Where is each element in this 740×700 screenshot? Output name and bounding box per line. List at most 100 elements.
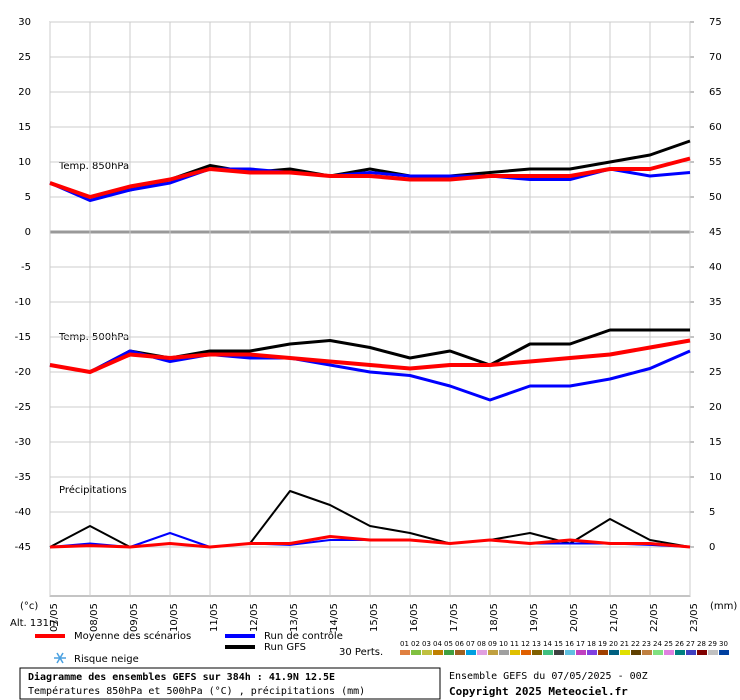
y2-tick-label: 70: [709, 52, 722, 63]
line-values_500: [49, 338, 691, 374]
y-tick-label: -25: [15, 402, 31, 413]
y-tick-label: -45: [15, 542, 31, 553]
line-precip: [49, 535, 691, 549]
pert-swatch: [620, 650, 630, 655]
y2-tick-label: 55: [709, 157, 722, 168]
line-values_850: [49, 167, 691, 202]
annotation: Précipitations: [59, 484, 127, 496]
line-values_850: [49, 156, 691, 199]
pert-swatch: [466, 650, 476, 655]
y2-tick-label: 35: [709, 297, 722, 308]
pert-swatch: [587, 650, 597, 655]
x-tick-label: 10/05: [169, 603, 180, 632]
y-tick-label: -40: [15, 507, 31, 518]
pert-label: 10: [499, 640, 508, 648]
x-tick-label: 18/05: [489, 603, 500, 632]
pert-label: 11: [510, 640, 519, 648]
x-tick-label: 15/05: [369, 603, 380, 632]
pert-label: 30: [719, 640, 728, 648]
pert-swatch: [664, 650, 674, 655]
legend-title: 30 Perts.: [339, 647, 383, 658]
copyright: Copyright 2025 Meteociel.fr: [449, 685, 628, 698]
y-tick-label: -5: [21, 262, 31, 273]
footer-subtitle: Températures 850hPa et 500hPa (°C) , pré…: [28, 685, 365, 697]
x-tick-label: 07/05: [49, 603, 60, 632]
pert-swatch: [598, 650, 608, 655]
y-tick-label: 0: [25, 227, 31, 238]
y2-tick-label: 15: [709, 437, 722, 448]
pert-label: 09: [488, 640, 497, 648]
y-tick-label: -20: [15, 367, 31, 378]
x-tick-label: 23/05: [689, 603, 700, 632]
y2-tick-label: 45: [709, 227, 722, 238]
y-tick-label: 20: [18, 87, 31, 98]
pert-label: 05: [444, 640, 453, 648]
pert-swatch: [400, 650, 410, 655]
annotation: Temp. 850hPa: [58, 161, 129, 172]
y2-tick-label: 5: [709, 507, 715, 518]
pert-swatch: [510, 650, 520, 655]
pert-swatch: [554, 650, 564, 655]
x-tick-label: 09/05: [129, 603, 140, 632]
legend-label: Run de contrôle: [264, 630, 343, 642]
pert-label: 13: [532, 640, 541, 648]
pert-swatch: [675, 650, 685, 655]
pert-swatch: [708, 650, 718, 655]
y2-tick-label: 40: [709, 262, 722, 273]
pert-label: 24: [653, 640, 662, 648]
pert-swatch: [565, 650, 575, 655]
pert-label: 21: [620, 640, 629, 648]
pert-swatch: [455, 650, 465, 655]
y-tick-label: 25: [18, 52, 31, 63]
pert-swatch: [477, 650, 487, 655]
x-tick-label: 16/05: [409, 603, 420, 632]
y-tick-label: -30: [15, 437, 31, 448]
pert-swatch: [422, 650, 432, 655]
y2-tick-label: 10: [709, 472, 722, 483]
pert-swatch: [433, 650, 443, 655]
y2-tick-label: 30: [709, 332, 722, 343]
legend-label: Run GFS: [264, 642, 306, 653]
pert-label: 14: [543, 640, 552, 648]
pert-label: 25: [664, 640, 673, 648]
pert-label: 18: [587, 640, 596, 648]
y-axis-label: (°c): [20, 601, 38, 612]
y2-tick-label: 20: [709, 402, 722, 413]
run-info: Ensemble GEFS du 07/05/2025 - 00Z: [449, 671, 648, 682]
pert-label: 12: [521, 640, 530, 648]
pert-label: 08: [477, 640, 486, 648]
y-tick-label: 30: [18, 17, 31, 28]
pert-label: 27: [686, 640, 695, 648]
x-tick-label: 21/05: [609, 603, 620, 632]
pert-label: 17: [576, 640, 585, 648]
pert-swatch: [609, 650, 619, 655]
pert-swatch: [543, 650, 553, 655]
pert-label: 26: [675, 640, 684, 648]
pert-swatch: [719, 650, 729, 655]
y2-tick-label: 75: [709, 17, 722, 28]
y-tick-label: -15: [15, 332, 31, 343]
pert-swatch: [631, 650, 641, 655]
y-tick-label: -35: [15, 472, 31, 483]
pert-swatch: [499, 650, 509, 655]
y-tick-label: 15: [18, 122, 31, 133]
y-tick-label: 5: [25, 192, 31, 203]
y2-tick-label: 60: [709, 122, 722, 133]
pert-swatch: [642, 650, 652, 655]
pert-label: 16: [565, 640, 574, 648]
pert-swatch: [576, 650, 586, 655]
footer-title: Diagramme des ensembles GEFS sur 384h : …: [28, 671, 335, 683]
pert-swatch: [653, 650, 663, 655]
pert-label: 06: [455, 640, 464, 648]
y-tick-label: 10: [18, 157, 31, 168]
x-tick-label: 12/05: [249, 603, 260, 632]
pert-label: 28: [697, 640, 706, 648]
annotation: Alt. 131m: [10, 618, 59, 629]
pert-swatch: [411, 650, 421, 655]
pert-label: 01: [400, 640, 409, 648]
x-tick-label: 17/05: [449, 603, 460, 632]
y2-tick-label: 0: [709, 542, 715, 553]
pert-label: 19: [598, 640, 607, 648]
snow-icon: [54, 652, 66, 664]
